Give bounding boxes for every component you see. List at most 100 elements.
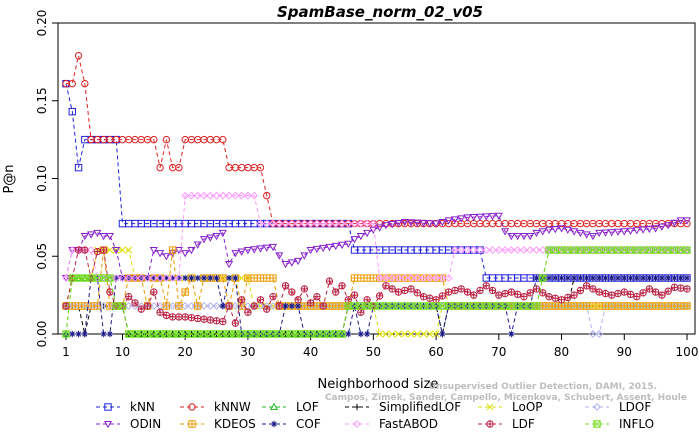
data-point-cross (658, 291, 666, 299)
data-point (238, 274, 246, 282)
data-point (344, 219, 353, 228)
data-point (394, 330, 403, 338)
data-point (282, 302, 289, 310)
data-point (439, 330, 446, 338)
data-point (168, 313, 177, 321)
data-point (407, 274, 415, 282)
data-point (194, 274, 201, 282)
x-axis: 1 10 20 30 40 50 60 70 80 90 100 (62, 334, 698, 359)
data-point (545, 292, 553, 301)
data-point (651, 288, 660, 296)
data-point (407, 285, 415, 293)
data-point (432, 274, 440, 282)
data-point (124, 274, 133, 282)
data-point (313, 219, 321, 228)
legend-item-ldof: LDOF (585, 400, 651, 414)
x-axis-label: Neighborhood size (318, 377, 439, 392)
y-tick-label: 0.20 (35, 10, 49, 37)
data-point (275, 302, 283, 310)
data-point (87, 302, 95, 310)
data-point (345, 330, 352, 338)
data-point (507, 246, 516, 254)
data-point (104, 403, 112, 411)
data-point-cross (614, 290, 622, 297)
data-point (212, 232, 221, 241)
data-point (614, 289, 622, 298)
data-point-cross (633, 293, 641, 300)
data-point (269, 402, 279, 411)
data-point-cross (545, 293, 553, 300)
data-point (256, 296, 265, 304)
data-point (156, 274, 164, 282)
data-point (682, 217, 692, 225)
data-point (306, 219, 315, 228)
data-point (589, 274, 597, 282)
data-point-cross (432, 296, 440, 303)
data-point (163, 274, 170, 282)
data-point (105, 232, 114, 241)
data-point (200, 191, 208, 200)
series-inflo (62, 246, 691, 338)
data-point (382, 282, 390, 290)
data-point-cross (646, 285, 653, 293)
data-point (482, 213, 491, 221)
data-point (425, 274, 434, 282)
data-point (381, 222, 390, 230)
data-point (620, 288, 628, 296)
legend: kNN kNNW LOF SimplifiedLOF LoOP LDOF ODIN KDEOS… (96, 400, 654, 431)
data-point (526, 289, 534, 297)
data-point-cross (301, 285, 308, 293)
data-point-cross (181, 313, 189, 321)
data-point (270, 420, 278, 428)
data-point (376, 330, 384, 338)
data-point (658, 291, 666, 299)
data-point-cross (81, 246, 89, 254)
data-point (369, 274, 378, 282)
data-point (488, 246, 497, 254)
data-point (118, 274, 127, 282)
data-point (149, 302, 158, 310)
data-point (188, 420, 196, 428)
data-point (125, 246, 133, 254)
legend-item-fastabod: FastABOD (345, 417, 438, 431)
data-point (219, 135, 227, 144)
data-point (419, 274, 428, 282)
data-point (269, 219, 277, 228)
data-point (219, 302, 227, 310)
data-point-cross (276, 302, 283, 310)
legend-label: kNN (130, 400, 155, 414)
data-point-cross (395, 288, 402, 296)
data-point (206, 191, 215, 200)
data-point (353, 420, 361, 428)
data-point (100, 330, 107, 338)
data-point (156, 308, 164, 316)
data-point (106, 274, 114, 282)
data-point (287, 219, 296, 228)
data-point (394, 220, 403, 228)
data-point (470, 291, 478, 299)
data-point (187, 313, 196, 322)
data-point (162, 302, 171, 310)
data-point (181, 302, 190, 310)
data-point (363, 330, 371, 338)
data-point (632, 227, 641, 235)
data-point (469, 246, 478, 254)
data-point (494, 212, 503, 221)
data-point (219, 317, 227, 326)
data-point (87, 246, 95, 254)
series-line (65, 83, 687, 279)
data-point (388, 285, 396, 293)
data-point (451, 246, 459, 254)
data-point (62, 330, 70, 338)
data-point (508, 330, 515, 338)
data-point (394, 288, 403, 296)
data-point-cross (483, 282, 490, 289)
data-point-cross (401, 287, 408, 294)
data-point (231, 191, 240, 200)
data-point (143, 274, 152, 282)
data-point (281, 260, 290, 269)
data-point (457, 285, 465, 293)
data-point (382, 330, 390, 338)
data-point-cross (583, 282, 590, 289)
data-point (438, 292, 447, 300)
